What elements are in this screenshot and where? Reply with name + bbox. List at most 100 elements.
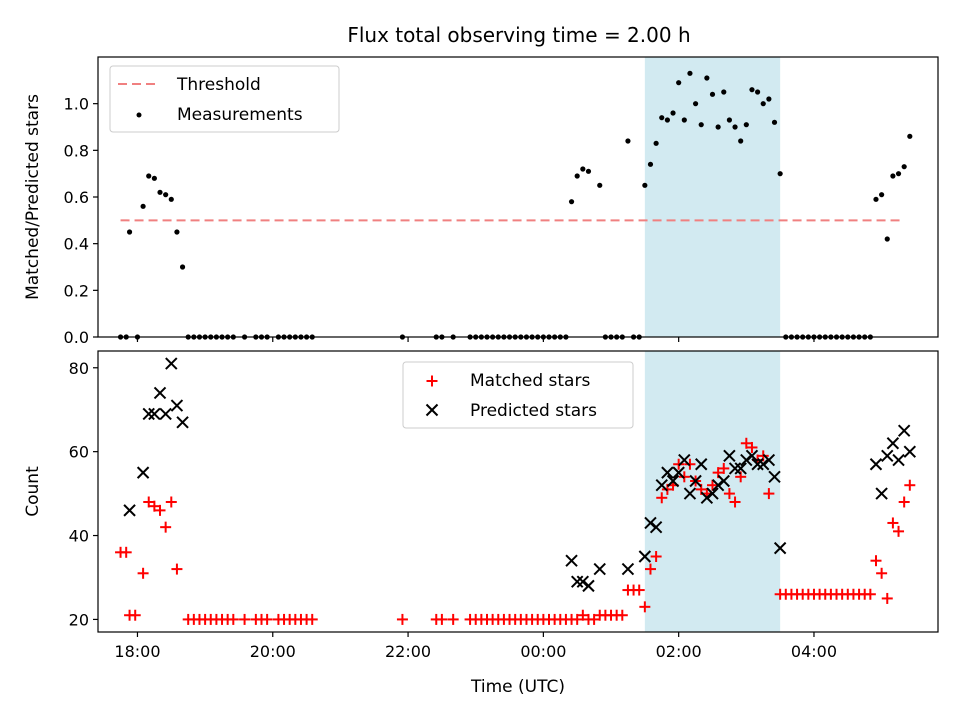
legend-measurements-label: Measurements — [177, 105, 303, 125]
measurement-point — [659, 115, 665, 121]
matched-star-point — [154, 504, 166, 516]
predicted-star-point — [565, 554, 578, 567]
measurement-point — [743, 122, 749, 128]
measurement-point — [687, 70, 693, 76]
measurement-point — [653, 140, 659, 146]
measurement-point — [873, 196, 879, 202]
x-tick-label: 18:00 — [114, 642, 160, 661]
measurement-point — [670, 110, 676, 116]
predicted-star-point — [881, 449, 894, 463]
cross-b — [661, 466, 674, 479]
predicted-star-point — [711, 479, 725, 492]
measurement-point — [760, 101, 766, 107]
y-tick-label: 0.6 — [64, 188, 89, 207]
measurement-point — [625, 138, 631, 144]
measurement-point — [647, 161, 654, 167]
predicted-star-point — [683, 487, 697, 500]
cross-b — [892, 453, 905, 467]
predicted-star-point — [170, 399, 184, 412]
matched-star-point — [678, 471, 690, 483]
measurement-point — [884, 236, 890, 242]
matched-star-point — [723, 488, 735, 500]
chart-title: Flux total observing time = 2.00 h — [347, 23, 690, 47]
matched-star-point — [148, 500, 160, 512]
predicted-star-point — [706, 487, 719, 500]
cross-b — [576, 575, 590, 588]
matched-star-point — [673, 458, 685, 470]
measurement-point — [901, 164, 907, 170]
matched-star-point — [893, 525, 905, 537]
predicted-star-point — [740, 453, 753, 467]
predicted-star-point — [695, 458, 708, 471]
matched-star-point — [898, 496, 910, 508]
x-tick-label: 00:00 — [520, 642, 566, 661]
x-axis-ticks — [136, 337, 815, 342]
cross-b — [176, 416, 189, 429]
matched-star-point — [729, 496, 741, 508]
matched-star-point — [396, 613, 408, 625]
measurement-point — [157, 189, 163, 195]
x-axis-label: Time (UTC) — [470, 677, 565, 697]
ratio-panel: 0.0 0.2 0.4 0.6 0.8 1.0 Matched/Predicted sta… — [23, 56, 939, 347]
measurement-point — [738, 138, 744, 144]
matched-star-point — [904, 479, 916, 491]
predicted-star-point — [621, 562, 635, 576]
matched-star-point — [129, 609, 141, 621]
measurement-point — [568, 199, 575, 205]
measurement-point — [174, 229, 180, 235]
measurement-point — [692, 101, 699, 107]
cross-b — [666, 474, 680, 488]
predicted-star-point — [768, 470, 781, 484]
matched-star-point — [644, 563, 656, 575]
measurement-point — [146, 173, 152, 179]
measurement-point — [642, 182, 648, 188]
measurement-point — [879, 192, 885, 198]
predicted-star-point — [165, 357, 178, 370]
cross-b — [897, 424, 911, 437]
measurement-point — [726, 117, 733, 123]
matched-star-point — [746, 441, 758, 453]
matched-star-point — [887, 517, 899, 529]
cross-b — [875, 487, 888, 500]
cross-b — [706, 487, 719, 500]
y-tick-label: 0.8 — [64, 141, 89, 160]
measurement-point — [704, 75, 710, 81]
predicted-star-point — [644, 516, 657, 530]
matched-star-point — [447, 613, 459, 625]
cross-b — [717, 474, 730, 488]
cross-b — [148, 407, 161, 421]
legend-plus-marker — [426, 375, 438, 387]
matched-star-point — [616, 609, 628, 621]
x-tick-label: 20:00 — [250, 642, 296, 661]
legend-predicted-swatch — [425, 403, 439, 417]
matched-star-point — [870, 555, 882, 567]
matched-star-point — [881, 592, 893, 604]
predicted-star-point — [734, 462, 747, 475]
y-axis-label: Matched/Predicted stars — [23, 94, 43, 300]
cross-b — [695, 458, 708, 471]
cross-b — [903, 445, 917, 458]
matched-star-point — [143, 496, 155, 508]
predicted-star-point — [762, 453, 776, 467]
cross-b — [881, 449, 894, 463]
predicted-star-point — [666, 474, 680, 488]
predicted-star-point — [593, 562, 606, 576]
predicted-star-point — [723, 449, 736, 463]
cross-b — [136, 466, 150, 479]
cross-b — [869, 458, 883, 471]
predicted-star-point — [153, 386, 167, 400]
x-tick-label: 04:00 — [791, 642, 837, 661]
x-axis-ticks: 18:00 20:00 22:00 00:00 02:00 04:00 — [114, 632, 837, 661]
predicted-star-point — [678, 453, 691, 467]
matched-star-point — [571, 613, 583, 625]
predicted-star-point — [159, 407, 172, 421]
predicted-star-point — [869, 458, 883, 471]
cross-b — [751, 458, 764, 471]
predicted-star-point — [717, 474, 730, 488]
predicted-star-point — [638, 550, 652, 563]
panel-frame — [97, 350, 939, 633]
matched-star-point — [706, 479, 718, 491]
matched-star-point — [137, 567, 149, 579]
measurement-point — [721, 89, 727, 95]
